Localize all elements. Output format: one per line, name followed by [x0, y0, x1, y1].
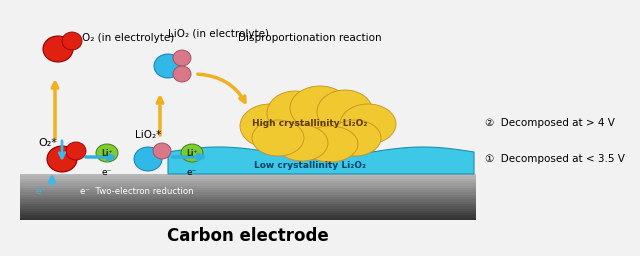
Bar [20, 213, 476, 215]
Text: e⁻: e⁻ [102, 168, 112, 177]
Ellipse shape [240, 104, 300, 148]
Text: O₂*: O₂* [38, 138, 57, 148]
Text: e⁻: e⁻ [36, 187, 46, 197]
Text: Li⁺: Li⁺ [186, 148, 198, 157]
Bar [20, 179, 476, 181]
Bar [20, 176, 476, 179]
Ellipse shape [276, 125, 328, 161]
Ellipse shape [154, 54, 182, 78]
Bar [20, 202, 476, 204]
Bar [20, 186, 476, 188]
Bar [20, 206, 476, 208]
Bar [20, 190, 476, 193]
Bar [20, 174, 476, 176]
Ellipse shape [62, 32, 82, 50]
Bar [20, 199, 476, 202]
Text: e⁻: e⁻ [187, 168, 197, 177]
Bar [20, 218, 476, 220]
Ellipse shape [96, 144, 118, 162]
Text: Low crystallinity Li₂O₂: Low crystallinity Li₂O₂ [254, 161, 366, 169]
Bar [20, 211, 476, 213]
Text: High crystallinity Li₂O₂: High crystallinity Li₂O₂ [252, 119, 368, 127]
Ellipse shape [252, 120, 304, 156]
Polygon shape [168, 147, 474, 174]
Bar [20, 215, 476, 218]
Bar [20, 193, 476, 195]
Bar [20, 195, 476, 197]
Bar [20, 188, 476, 190]
Text: ①  Decomposed at < 3.5 V: ① Decomposed at < 3.5 V [485, 154, 625, 164]
Text: Carbon electrode: Carbon electrode [167, 227, 329, 245]
Text: Li⁺: Li⁺ [101, 148, 113, 157]
Text: LiO₂*: LiO₂* [135, 130, 161, 140]
Ellipse shape [47, 146, 77, 172]
Text: LiO₂ (in electrolyte): LiO₂ (in electrolyte) [168, 29, 269, 39]
Bar [20, 208, 476, 211]
Ellipse shape [302, 126, 358, 162]
Bar [20, 181, 476, 183]
Ellipse shape [43, 36, 73, 62]
Text: ②  Decomposed at > 4 V: ② Decomposed at > 4 V [485, 118, 615, 128]
Ellipse shape [267, 91, 323, 135]
Text: O₂ (in electrolyte): O₂ (in electrolyte) [82, 33, 174, 43]
Ellipse shape [340, 104, 396, 144]
Text: e⁻  Two-electron reduction: e⁻ Two-electron reduction [80, 187, 194, 197]
Ellipse shape [134, 147, 162, 171]
Ellipse shape [329, 120, 381, 156]
Ellipse shape [317, 90, 373, 134]
Bar [20, 197, 476, 199]
Ellipse shape [153, 143, 171, 159]
Ellipse shape [66, 142, 86, 160]
Bar [20, 183, 476, 186]
Ellipse shape [173, 50, 191, 66]
Ellipse shape [290, 86, 350, 130]
Ellipse shape [173, 66, 191, 82]
Text: Disproportionation reaction: Disproportionation reaction [238, 33, 382, 43]
Bar [20, 204, 476, 206]
Ellipse shape [181, 144, 203, 162]
